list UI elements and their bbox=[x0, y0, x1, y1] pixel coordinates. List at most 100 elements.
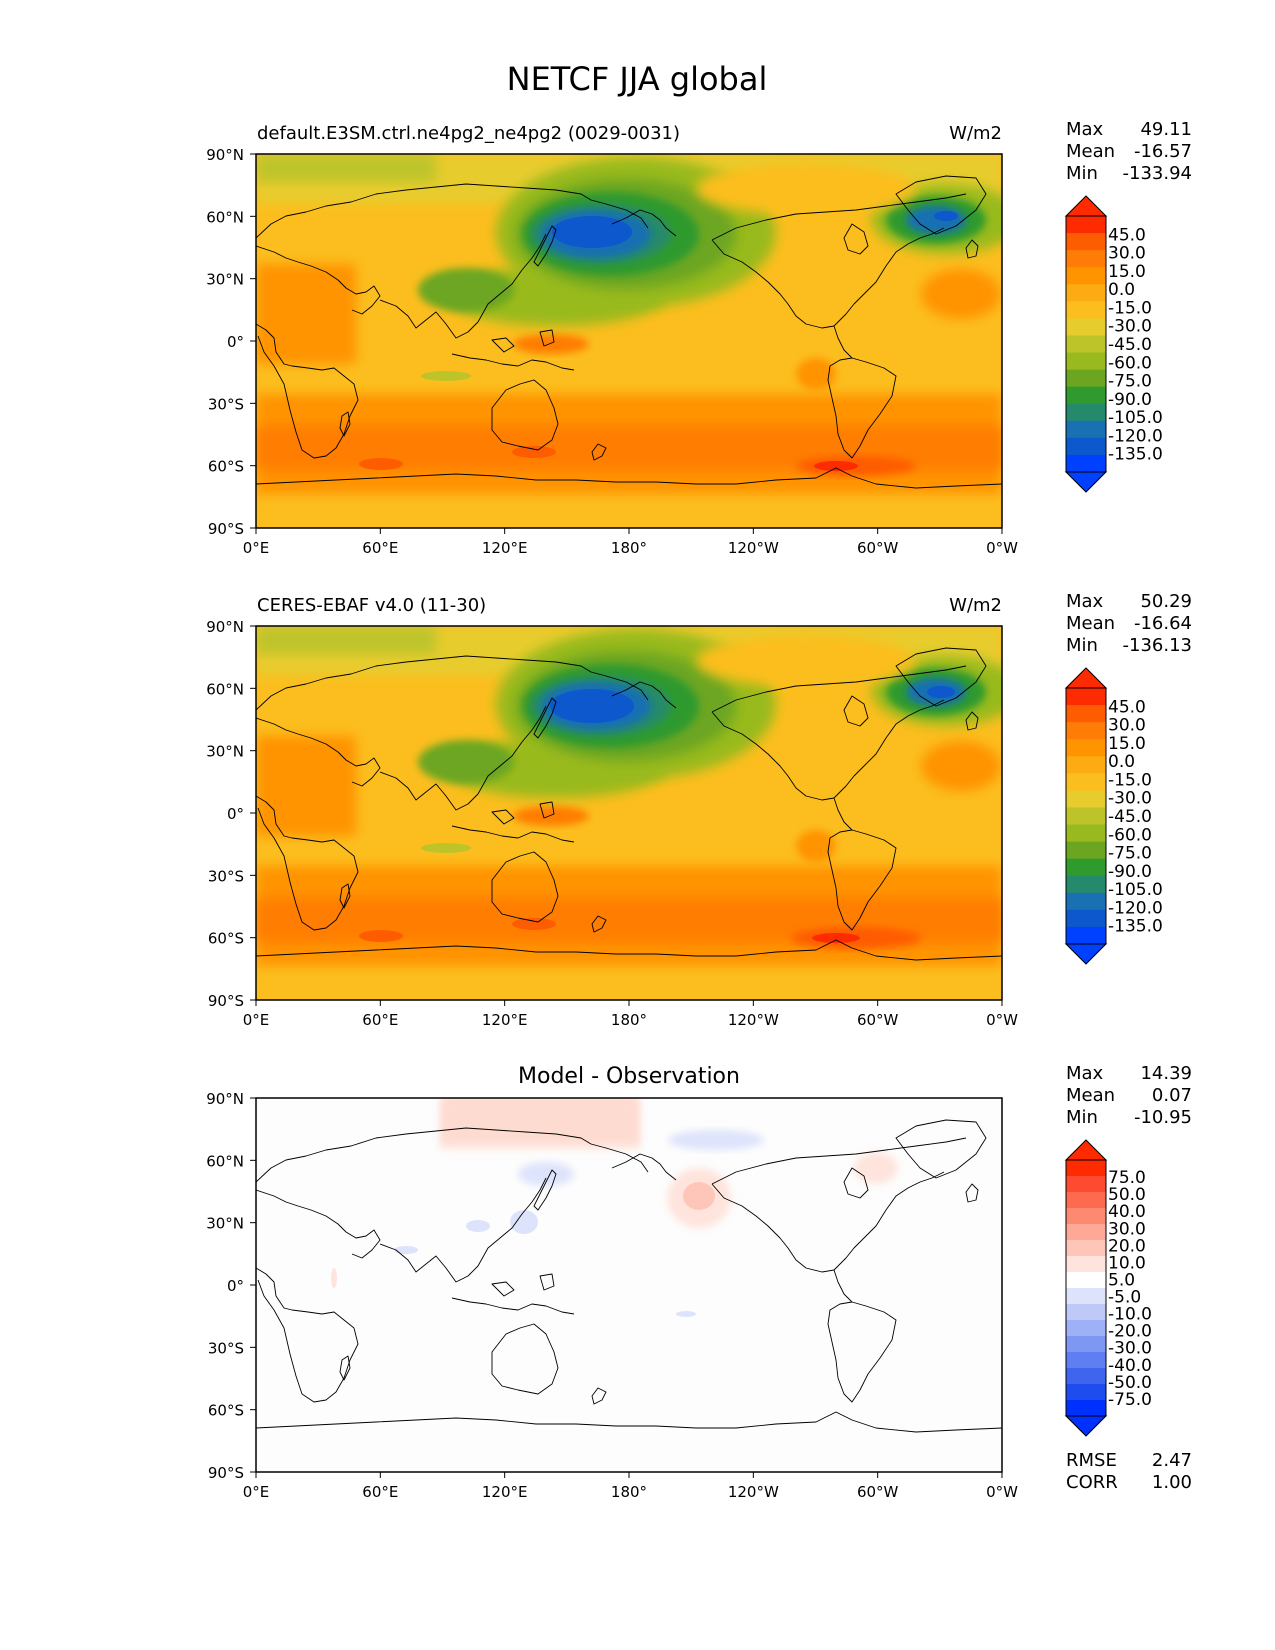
panel-title-center: Model - Observation bbox=[518, 1064, 740, 1089]
colorbar-swatch bbox=[1066, 1320, 1106, 1337]
panel-reference: CERES-EBAF v4.0 (11-30) W/m2 bbox=[206, 591, 1192, 1029]
stat-label-max: Max bbox=[1066, 119, 1104, 140]
colorbar-swatch bbox=[1066, 875, 1106, 894]
colorbar-swatch bbox=[1066, 1384, 1106, 1401]
stat-label-mean: Mean bbox=[1066, 613, 1115, 634]
lon-tick-label: 120°W bbox=[728, 1483, 779, 1501]
colorbar-tick-label: -90.0 bbox=[1108, 390, 1152, 410]
stat-label-mean: Mean bbox=[1066, 1085, 1115, 1106]
lat-tick: 60°S bbox=[208, 930, 256, 948]
colorbar-tick-label: 5.0 bbox=[1108, 1270, 1135, 1290]
lon-axis: 0°E 60°E 120°E 180° 120°W 60°W 0°W bbox=[243, 1000, 1018, 1029]
lon-tick-label: 120°E bbox=[482, 1011, 528, 1029]
lon-tick: 180° bbox=[611, 528, 647, 557]
colorbar-tick-label: -120.0 bbox=[1108, 898, 1163, 918]
metric-label-corr: CORR bbox=[1066, 1472, 1118, 1493]
colorbar-tick-label: -30.0 bbox=[1108, 317, 1152, 337]
colorbar-tick-label: 30.0 bbox=[1108, 1219, 1146, 1239]
lat-tick-label: 0° bbox=[227, 1277, 244, 1295]
colorbar-tick-label: -15.0 bbox=[1108, 770, 1152, 790]
lon-tick: 60°E bbox=[362, 528, 398, 557]
colorbar-tick-label: 45.0 bbox=[1108, 225, 1146, 245]
colorbar-swatch bbox=[1066, 403, 1106, 422]
stat-label-max: Max bbox=[1066, 1063, 1104, 1084]
colorbar-swatch bbox=[1066, 739, 1106, 757]
colorbar-swatch bbox=[1066, 824, 1106, 843]
lat-tick-label: 30°N bbox=[206, 1215, 244, 1233]
lat-tick-label: 30°N bbox=[206, 743, 244, 761]
lon-tick-label: 120°E bbox=[482, 1483, 528, 1501]
colorbar-tick-label: -45.0 bbox=[1108, 807, 1152, 827]
map-area: 90°N 60°N 30°N 0° 30°S 60°S 90°S 0°E 60°… bbox=[206, 618, 1018, 1029]
stat-value-max: 49.11 bbox=[1140, 119, 1192, 140]
lat-tick: 90°N bbox=[206, 1090, 256, 1108]
colorbar-tick-label: -60.0 bbox=[1108, 353, 1152, 373]
lon-tick: 0°E bbox=[243, 1000, 269, 1029]
colorbar-swatch bbox=[1066, 318, 1106, 336]
colorbar-swatch bbox=[1066, 773, 1106, 791]
lat-tick-label: 90°N bbox=[206, 618, 244, 636]
colorbar-tick-label: 50.0 bbox=[1108, 1185, 1146, 1205]
lat-axis: 90°N 60°N 30°N 0° 30°S 60°S 90°S bbox=[206, 1090, 256, 1482]
lat-tick: 30°S bbox=[208, 1339, 256, 1357]
lon-tick: 0°E bbox=[243, 528, 270, 557]
colorbar-swatch bbox=[1066, 1352, 1106, 1369]
lat-tick: 30°S bbox=[208, 867, 256, 885]
lat-tick: 30°N bbox=[206, 743, 256, 761]
metric-value-rmse: 2.47 bbox=[1152, 1450, 1192, 1471]
lon-tick: 120°E bbox=[482, 528, 528, 557]
metric-value-corr: 1.00 bbox=[1152, 1472, 1192, 1493]
colorbar-swatch bbox=[1066, 1288, 1106, 1305]
lon-tick-label: 0°E bbox=[243, 539, 270, 557]
metrics-block: RMSE 2.47 CORR 1.00 bbox=[1066, 1450, 1192, 1493]
colorbar-swatch bbox=[1066, 1256, 1106, 1273]
lat-tick: 30°N bbox=[206, 1215, 256, 1233]
lat-tick-label: 60°N bbox=[206, 680, 244, 698]
colorbar-swatch bbox=[1066, 301, 1106, 319]
colorbar-tick-label: -135.0 bbox=[1108, 445, 1163, 465]
stat-label-max: Max bbox=[1066, 591, 1104, 612]
colorbar-swatch bbox=[1066, 722, 1106, 740]
lon-tick: 60°E bbox=[362, 1472, 398, 1501]
lat-tick: 90°N bbox=[206, 146, 256, 164]
stat-value-max: 50.29 bbox=[1140, 591, 1192, 612]
colorbar-extend-top bbox=[1064, 195, 1108, 217]
lon-tick-label: 0°W bbox=[986, 1483, 1018, 1501]
lon-tick-label: 180° bbox=[611, 539, 647, 557]
colorbar: 45.030.015.00.0-15.0-30.0-45.0-60.0-75.0… bbox=[1064, 667, 1163, 965]
lat-axis: 90°N 60°N 30°N 0° 30°S 60°S 90°S bbox=[206, 146, 256, 538]
colorbar-swatch bbox=[1066, 1192, 1106, 1209]
lon-axis: 0°E 60°E 120°E 180° 120°W 60°W 0°W bbox=[243, 528, 1018, 557]
colorbar-tick-label: -30.0 bbox=[1108, 1339, 1152, 1359]
map-area: 90°N 60°N 30°N 0° 30°S 60°S 90°S 0°E 60°… bbox=[206, 1090, 1018, 1501]
colorbar-tick-label: 40.0 bbox=[1108, 1202, 1146, 1222]
colorbar-frame bbox=[1065, 215, 1107, 473]
lat-tick: 60°N bbox=[206, 680, 256, 698]
colorbar-swatch bbox=[1066, 1240, 1106, 1257]
lat-tick: 90°S bbox=[208, 520, 256, 538]
stat-value-min: -136.13 bbox=[1123, 635, 1192, 656]
stat-value-mean: -16.64 bbox=[1134, 613, 1192, 634]
lat-tick-label: 90°S bbox=[208, 992, 244, 1010]
stat-value-max: 14.39 bbox=[1140, 1063, 1192, 1084]
colorbar-tick-label: -15.0 bbox=[1108, 298, 1152, 318]
lon-tick-label: 180° bbox=[611, 1011, 647, 1029]
lat-tick-label: 90°N bbox=[206, 146, 244, 164]
lon-tick: 180° bbox=[611, 1000, 647, 1029]
colorbar-swatch bbox=[1066, 233, 1106, 251]
colorbar-extend-bottom bbox=[1064, 1415, 1108, 1437]
colorbar-swatch bbox=[1066, 790, 1106, 808]
colorbar-tick-label: -135.0 bbox=[1108, 917, 1163, 937]
colorbar-tick-label: -120.0 bbox=[1108, 426, 1163, 446]
lon-tick-label: 120°E bbox=[482, 539, 528, 557]
lat-tick: 60°N bbox=[206, 1152, 256, 1170]
panel-title-left: CERES-EBAF v4.0 (11-30) bbox=[257, 595, 486, 616]
colorbar-tick-label: -10.0 bbox=[1108, 1305, 1152, 1325]
lat-tick-label: 30°N bbox=[206, 271, 244, 289]
stat-value-min: -10.95 bbox=[1134, 1107, 1192, 1128]
colorbar-frame bbox=[1065, 687, 1107, 945]
stats-block: Max 49.11 Mean -16.57 Min -133.94 bbox=[1066, 119, 1192, 184]
lat-tick-label: 90°N bbox=[206, 1090, 244, 1108]
colorbar-extend-top bbox=[1064, 1139, 1108, 1161]
lon-tick-label: 120°W bbox=[728, 1011, 779, 1029]
